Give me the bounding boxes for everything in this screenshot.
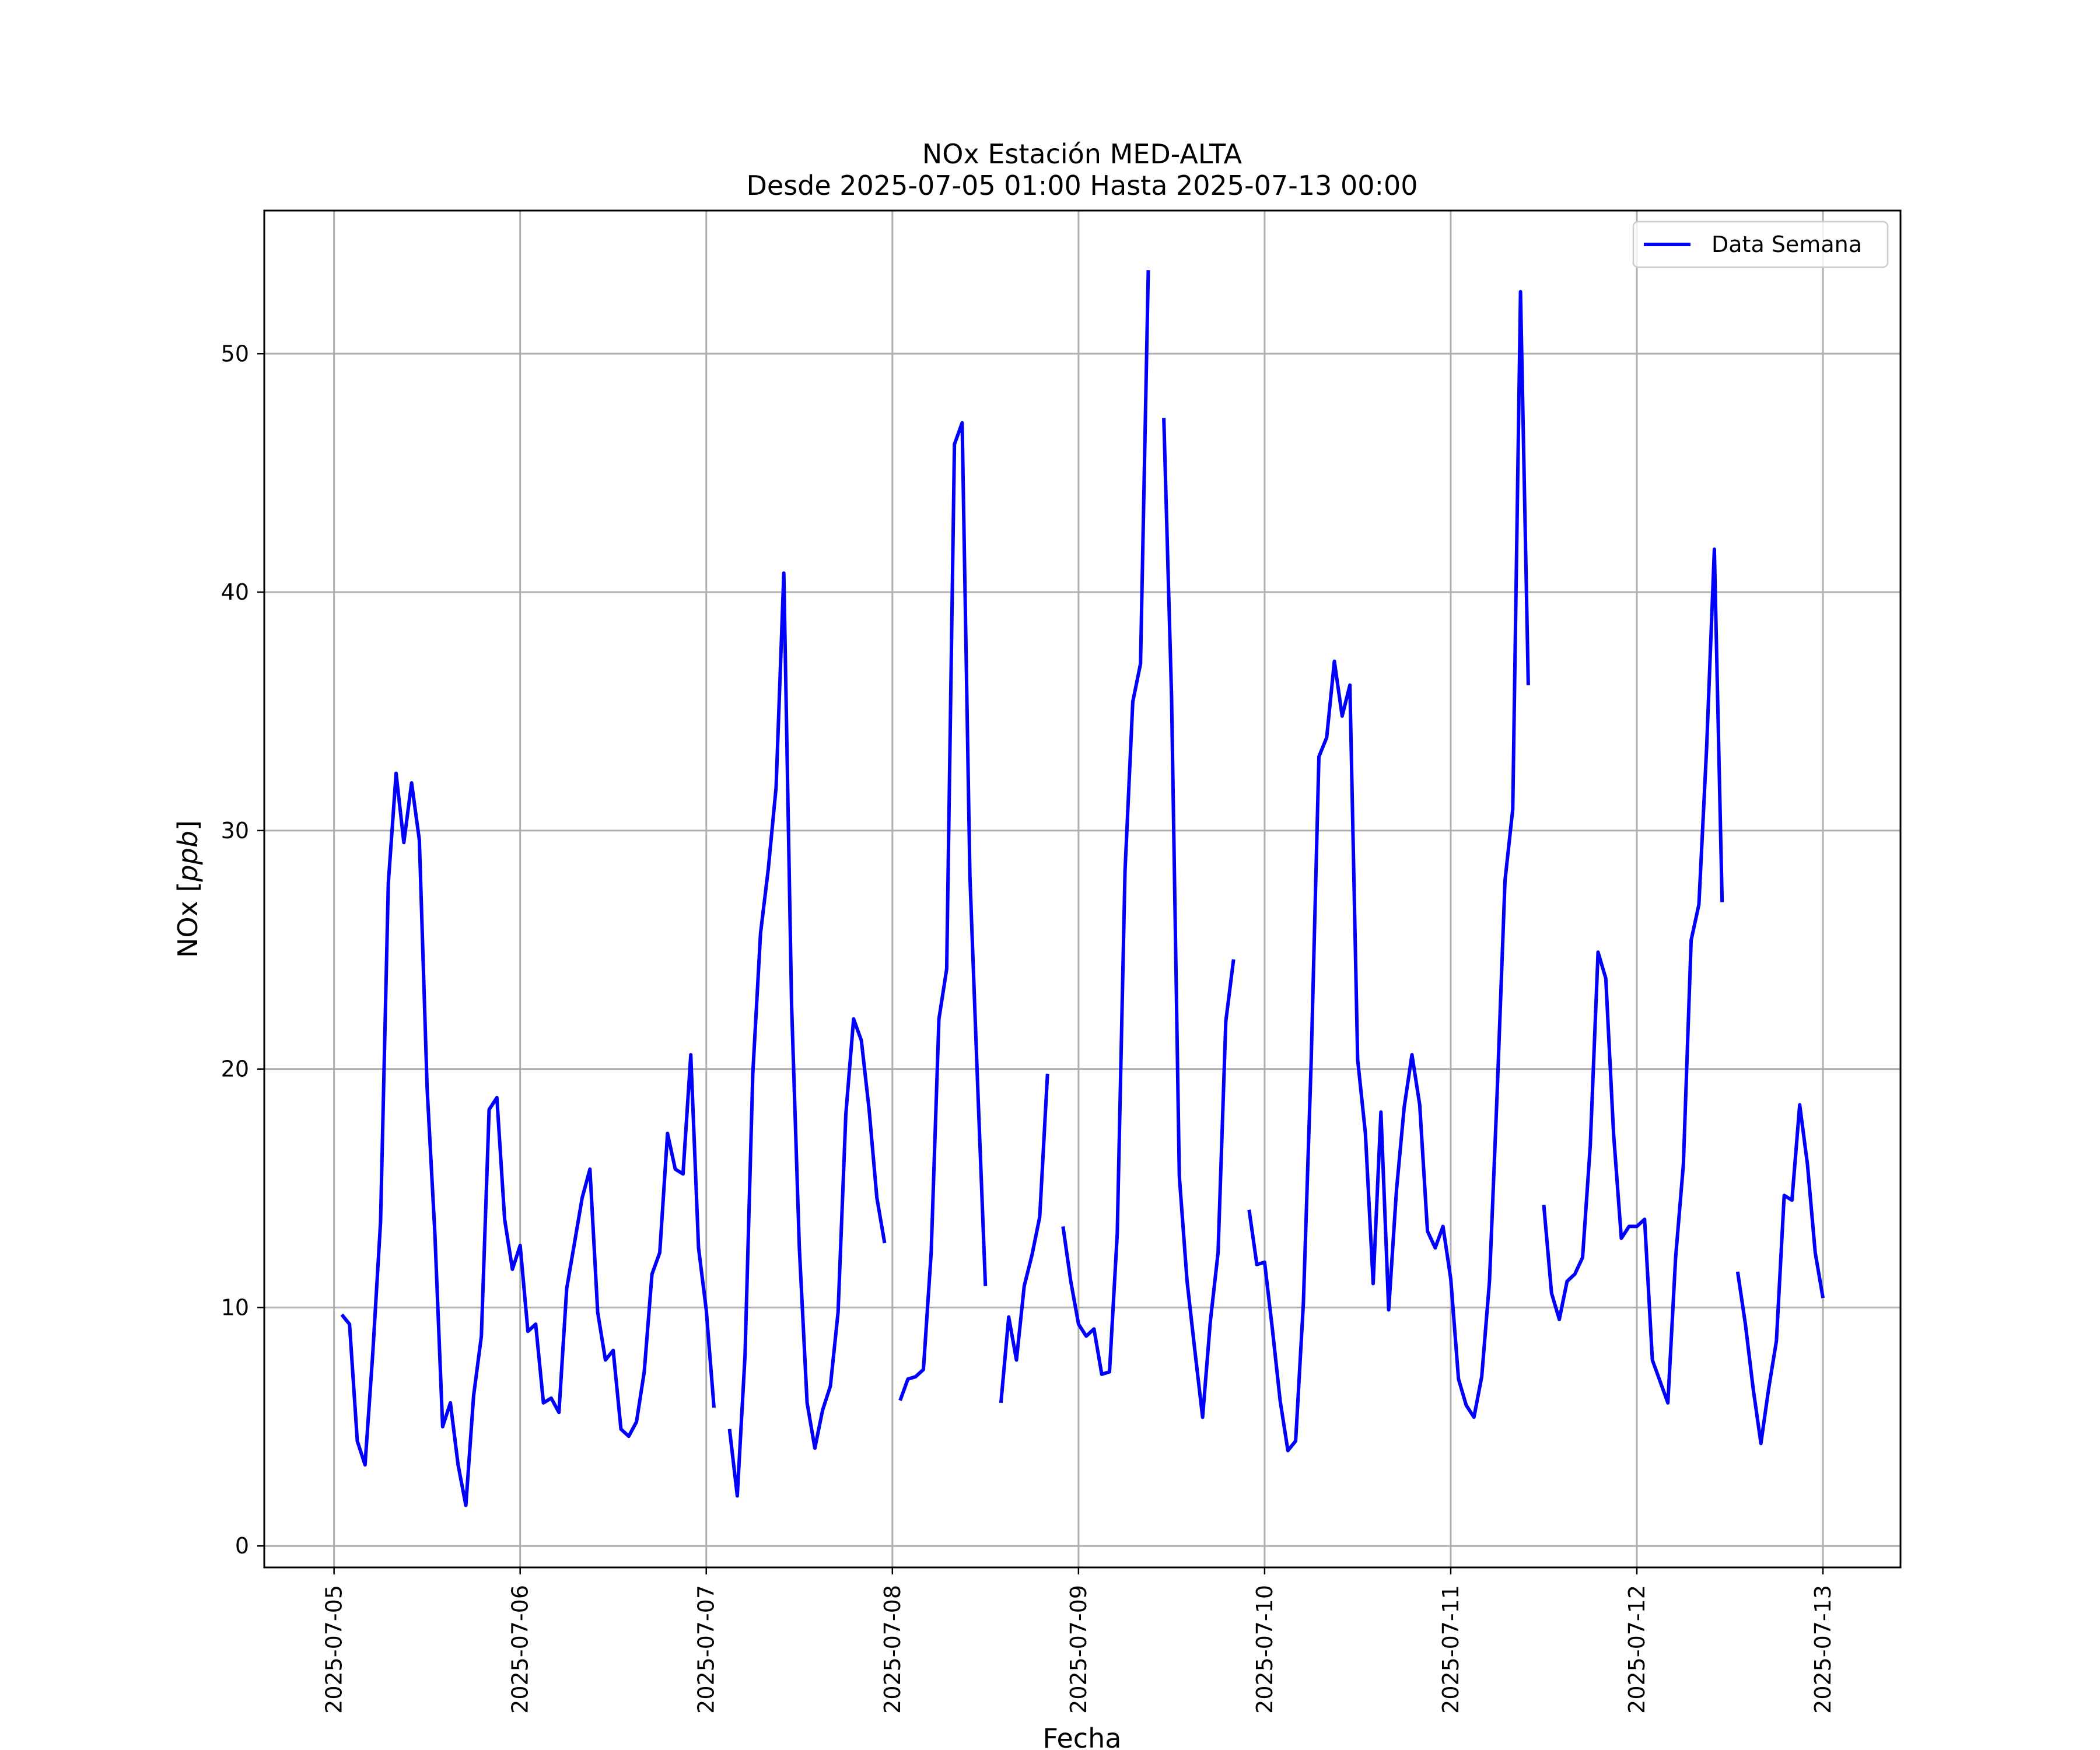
x-tick-label: 2025-07-09: [1066, 1585, 1091, 1714]
series-line-segment: [1735, 1103, 1825, 1446]
legend: Data Semana: [1632, 220, 1889, 268]
y-tick-label: 50: [221, 341, 249, 366]
x-tick-label: 2025-07-05: [321, 1585, 347, 1714]
x-tick-label: 2025-07-13: [1810, 1585, 1836, 1714]
y-tick-label: 40: [221, 579, 249, 605]
y-tick-label: 20: [221, 1056, 249, 1082]
x-tick-label: 2025-07-12: [1624, 1585, 1650, 1714]
y-axis-label-main: NOx [: [172, 882, 204, 958]
series-line-segment: [727, 571, 887, 1498]
series-line-segment: [999, 1073, 1049, 1404]
series-line-segment: [1061, 270, 1150, 1376]
x-tick-label: 2025-07-06: [508, 1585, 533, 1714]
grid-lines: [264, 211, 1901, 1567]
x-tick-label: 2025-07-11: [1438, 1585, 1464, 1714]
legend-label: Data Semana: [1712, 232, 1862, 257]
axis-ticks: 0 10 20 30 40 50 2025-07-05 2025-07-06 2025-07-0…: [221, 341, 1836, 1714]
x-tick-label: 2025-07-07: [694, 1585, 719, 1714]
y-axis-label-unit: ppb: [172, 831, 204, 883]
series-line-segment: [340, 771, 716, 1507]
x-axis-label: Fecha: [1043, 1723, 1122, 1750]
series-line-segment: [1542, 547, 1724, 1405]
series-line-segment: [898, 421, 988, 1401]
y-axis-label-close: ]: [172, 820, 204, 831]
y-tick-label: 30: [221, 818, 249, 844]
x-tick-label: 2025-07-08: [880, 1585, 905, 1714]
x-tick-label: 2025-07-10: [1252, 1585, 1278, 1714]
chart-subtitle: Desde 2025-07-05 01:00 Hasta 2025-07-13 …: [746, 170, 1418, 201]
series-lines: [340, 270, 1825, 1507]
y-tick-label: 10: [221, 1294, 249, 1320]
chart-title: NOx Estación MED-ALTA: [922, 138, 1242, 170]
y-axis-label: NOx [ppb]: [172, 820, 204, 958]
y-tick-label: 0: [235, 1533, 249, 1559]
series-line-segment: [1162, 418, 1236, 1419]
plot-frame: [263, 209, 1902, 1569]
series-line-segment: [1247, 290, 1530, 1452]
legend-box: [1632, 220, 1889, 268]
